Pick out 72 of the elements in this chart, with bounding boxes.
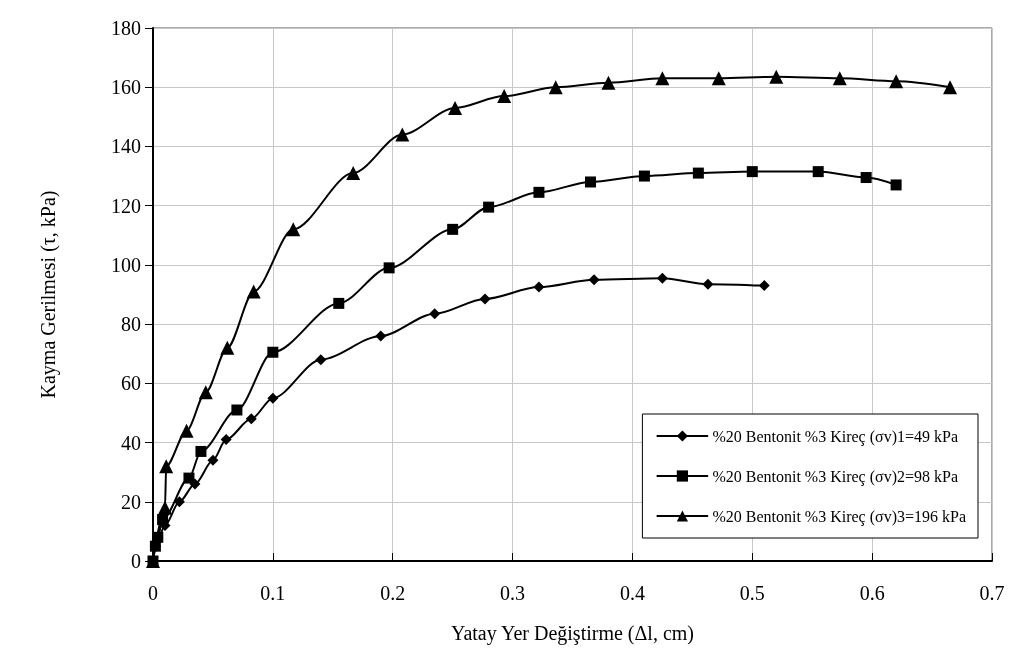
y-tick-label: 20 <box>121 490 141 513</box>
y-tick-label: 40 <box>121 431 141 454</box>
legend-label: %20 Bentonit %3 Kireç (σv)3=196 kPa <box>712 507 967 526</box>
y-tick-label: 120 <box>111 194 141 217</box>
x-tick-label: 0.2 <box>380 582 406 604</box>
point <box>246 284 261 299</box>
x-tick-label: 0.4 <box>619 582 645 604</box>
y-tick-label: 0 <box>131 550 141 572</box>
point <box>207 454 219 466</box>
x-tick-label: 0.7 <box>979 582 1005 604</box>
point <box>655 71 670 86</box>
point <box>333 297 345 309</box>
y-tick-label: 160 <box>111 76 141 99</box>
point <box>548 80 563 95</box>
x-tick-label: 0.6 <box>859 582 885 604</box>
point <box>638 170 650 182</box>
y-tick-label: 140 <box>111 135 141 158</box>
point <box>533 186 545 198</box>
legend-label: %20 Bentonit %3 Kireç (σv)1=49 kPa <box>712 427 959 446</box>
point <box>267 346 279 358</box>
x-axis-title: Yatay Yer Değiştirme (Δl, cm) <box>450 622 695 645</box>
point <box>448 100 463 115</box>
point <box>483 201 495 213</box>
point <box>497 89 512 104</box>
point <box>315 354 327 366</box>
point <box>692 167 704 179</box>
point <box>812 166 824 178</box>
point <box>183 472 195 484</box>
point <box>447 223 459 235</box>
point <box>157 500 172 515</box>
y-tick-label: 180 <box>111 17 141 39</box>
x-tick-label: 0.3 <box>500 582 526 604</box>
point <box>860 172 872 184</box>
x-tick-label: 0.5 <box>739 582 765 604</box>
point <box>231 404 243 416</box>
point <box>159 459 174 474</box>
point <box>479 293 491 305</box>
legend-label: %20 Bentonit %3 Kireç (σv)2=98 kPa <box>712 467 959 486</box>
point <box>220 340 235 355</box>
point <box>702 278 714 290</box>
point <box>220 434 232 446</box>
point <box>267 392 279 404</box>
point <box>889 74 904 89</box>
point <box>746 166 758 178</box>
point <box>195 445 207 457</box>
point <box>198 385 213 400</box>
point <box>943 80 958 95</box>
y-tick-label: 60 <box>121 372 141 395</box>
point <box>245 413 257 425</box>
point <box>584 176 596 188</box>
point <box>832 71 847 86</box>
point <box>758 280 770 292</box>
point <box>429 308 441 320</box>
point <box>890 179 902 191</box>
point <box>769 69 784 84</box>
point <box>656 272 668 284</box>
y-tick-label: 100 <box>111 253 141 276</box>
point <box>375 330 387 342</box>
point <box>346 166 361 181</box>
point <box>395 127 410 142</box>
point <box>588 274 600 286</box>
y-axis-title: Kayma Gerilmesi (τ, kPa) <box>37 190 60 399</box>
x-tick-label: 0 <box>148 582 158 604</box>
x-tick-label: 0.1 <box>260 582 286 604</box>
point <box>179 423 194 438</box>
point <box>383 262 395 274</box>
point <box>286 222 301 237</box>
y-tick-label: 80 <box>121 313 141 336</box>
point <box>601 75 616 90</box>
point <box>711 71 726 86</box>
point <box>157 514 169 526</box>
point <box>533 281 545 293</box>
